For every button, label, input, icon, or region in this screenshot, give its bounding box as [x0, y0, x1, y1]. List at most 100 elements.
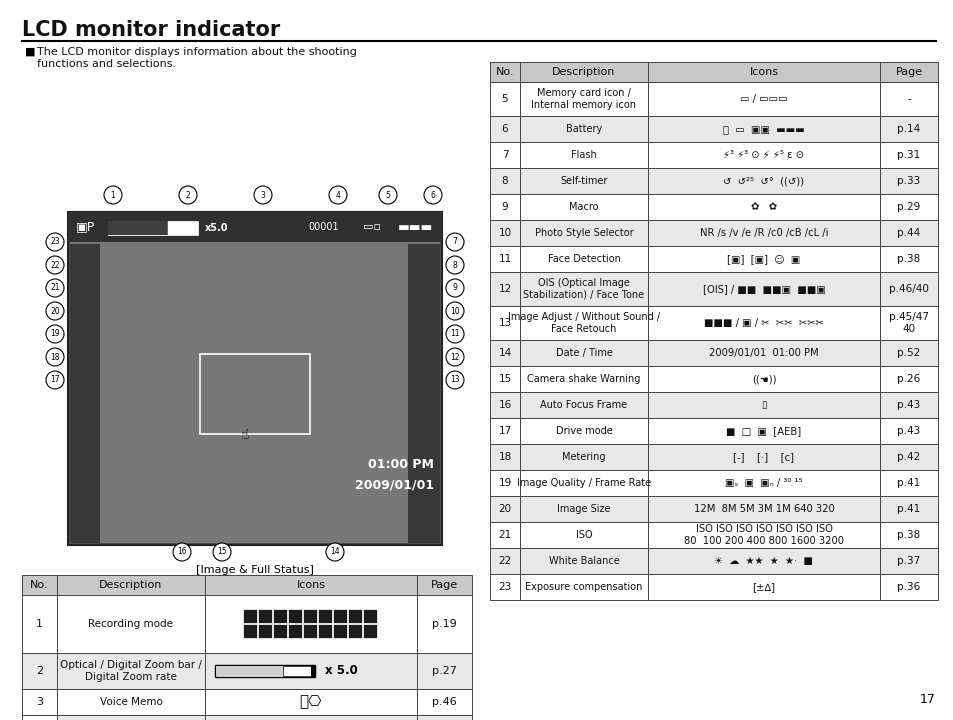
Text: p.31: p.31 [897, 150, 920, 160]
Bar [490, 496, 519, 522]
Bar [647, 62, 879, 82]
Bar [214, 665, 314, 677]
Bar [205, 715, 416, 720]
Bar [519, 366, 647, 392]
Circle shape [172, 543, 191, 561]
Bar [490, 470, 519, 496]
Bar [200, 354, 310, 434]
Bar [108, 221, 198, 235]
Text: p.37: p.37 [897, 556, 920, 566]
Text: 23: 23 [497, 582, 511, 592]
Text: 2009/01/01: 2009/01/01 [355, 479, 434, 492]
Bar [519, 444, 647, 470]
Text: [Image & Full Status]: [Image & Full Status] [196, 565, 314, 575]
Circle shape [46, 348, 64, 366]
Bar [879, 444, 937, 470]
Bar [244, 625, 257, 638]
Text: ISO: ISO [575, 530, 592, 540]
Bar [519, 220, 647, 246]
Bar [416, 689, 472, 715]
Bar [879, 522, 937, 548]
Text: Date / Time: Date / Time [555, 348, 612, 358]
Text: 4: 4 [335, 191, 340, 199]
Bar [416, 595, 472, 653]
Bar [519, 82, 647, 116]
Text: 5: 5 [385, 191, 390, 199]
Bar [879, 392, 937, 418]
Bar [647, 496, 879, 522]
Bar [168, 222, 193, 234]
Bar [519, 62, 647, 82]
Bar [519, 306, 647, 340]
Text: 3: 3 [36, 697, 43, 707]
Text: Recording mode: Recording mode [89, 619, 173, 629]
Bar [364, 625, 377, 638]
Circle shape [446, 325, 463, 343]
Text: 22: 22 [497, 556, 511, 566]
Circle shape [326, 543, 344, 561]
Bar [304, 610, 317, 623]
Circle shape [446, 256, 463, 274]
Bar [259, 610, 273, 623]
Text: OIS (Optical Image
Stabilization) / Face Tone: OIS (Optical Image Stabilization) / Face… [523, 278, 644, 300]
Bar [205, 575, 416, 595]
Text: 2009/01/01  01:00 PM: 2009/01/01 01:00 PM [708, 348, 818, 358]
Bar [22, 595, 57, 653]
Bar [70, 244, 100, 543]
Circle shape [179, 186, 196, 204]
Bar [490, 418, 519, 444]
Text: 6: 6 [430, 191, 435, 199]
Bar [22, 689, 57, 715]
Text: ✿   ✿: ✿ ✿ [750, 202, 777, 212]
Bar [647, 272, 879, 306]
Text: 11: 11 [450, 330, 459, 338]
Text: [▣]  [▣]  ☺  ▣: [▣] [▣] ☺ ▣ [726, 254, 800, 264]
Text: 22: 22 [51, 261, 60, 269]
Text: ((☚)): ((☚)) [751, 374, 776, 384]
Bar [364, 610, 377, 623]
Text: White Balance: White Balance [548, 556, 618, 566]
Bar [490, 340, 519, 366]
Bar [319, 610, 333, 623]
Text: 13: 13 [497, 318, 511, 328]
Bar [490, 194, 519, 220]
Text: ⎕  ▭  ▣▣  ▬▬▬: ⎕ ▭ ▣▣ ▬▬▬ [722, 124, 804, 134]
Bar [647, 444, 879, 470]
Text: Macro: Macro [569, 202, 598, 212]
Bar [647, 340, 879, 366]
Text: p.44: p.44 [897, 228, 920, 238]
Text: Description: Description [99, 580, 163, 590]
Bar [879, 548, 937, 574]
Bar [519, 470, 647, 496]
Bar [304, 625, 317, 638]
Bar [519, 418, 647, 444]
Text: 14: 14 [330, 547, 339, 557]
Text: ▭ / ▭▭▭: ▭ / ▭▭▭ [740, 94, 787, 104]
Text: Battery: Battery [565, 124, 601, 134]
Text: LCD monitor indicator: LCD monitor indicator [22, 20, 280, 40]
Bar [647, 82, 879, 116]
Text: Camera shake Warning: Camera shake Warning [527, 374, 640, 384]
Bar [879, 272, 937, 306]
Text: p.43: p.43 [897, 426, 920, 436]
Bar [647, 470, 879, 496]
Bar [490, 366, 519, 392]
Text: 12M  8M 5M 3M 1M 640 320: 12M 8M 5M 3M 1M 640 320 [693, 504, 834, 514]
Bar [647, 220, 879, 246]
Text: [±∆]: [±∆] [752, 582, 775, 592]
Text: p.41: p.41 [897, 478, 920, 488]
Text: 15: 15 [217, 547, 227, 557]
Text: ⦗⎔: ⦗⎔ [299, 695, 322, 709]
Text: ↺  ↺²⁵  ↺°  ((↺)): ↺ ↺²⁵ ↺° ((↺)) [722, 176, 803, 186]
Bar [519, 194, 647, 220]
Text: 20: 20 [51, 307, 60, 315]
Bar [490, 220, 519, 246]
Text: x 5.0: x 5.0 [325, 665, 357, 678]
Text: Memory card icon /
Internal memory icon: Memory card icon / Internal memory icon [531, 89, 636, 109]
Text: 1: 1 [36, 619, 43, 629]
Bar [22, 653, 57, 689]
Bar [22, 715, 57, 720]
Bar [647, 392, 879, 418]
Bar [519, 548, 647, 574]
Text: 8: 8 [501, 176, 508, 186]
